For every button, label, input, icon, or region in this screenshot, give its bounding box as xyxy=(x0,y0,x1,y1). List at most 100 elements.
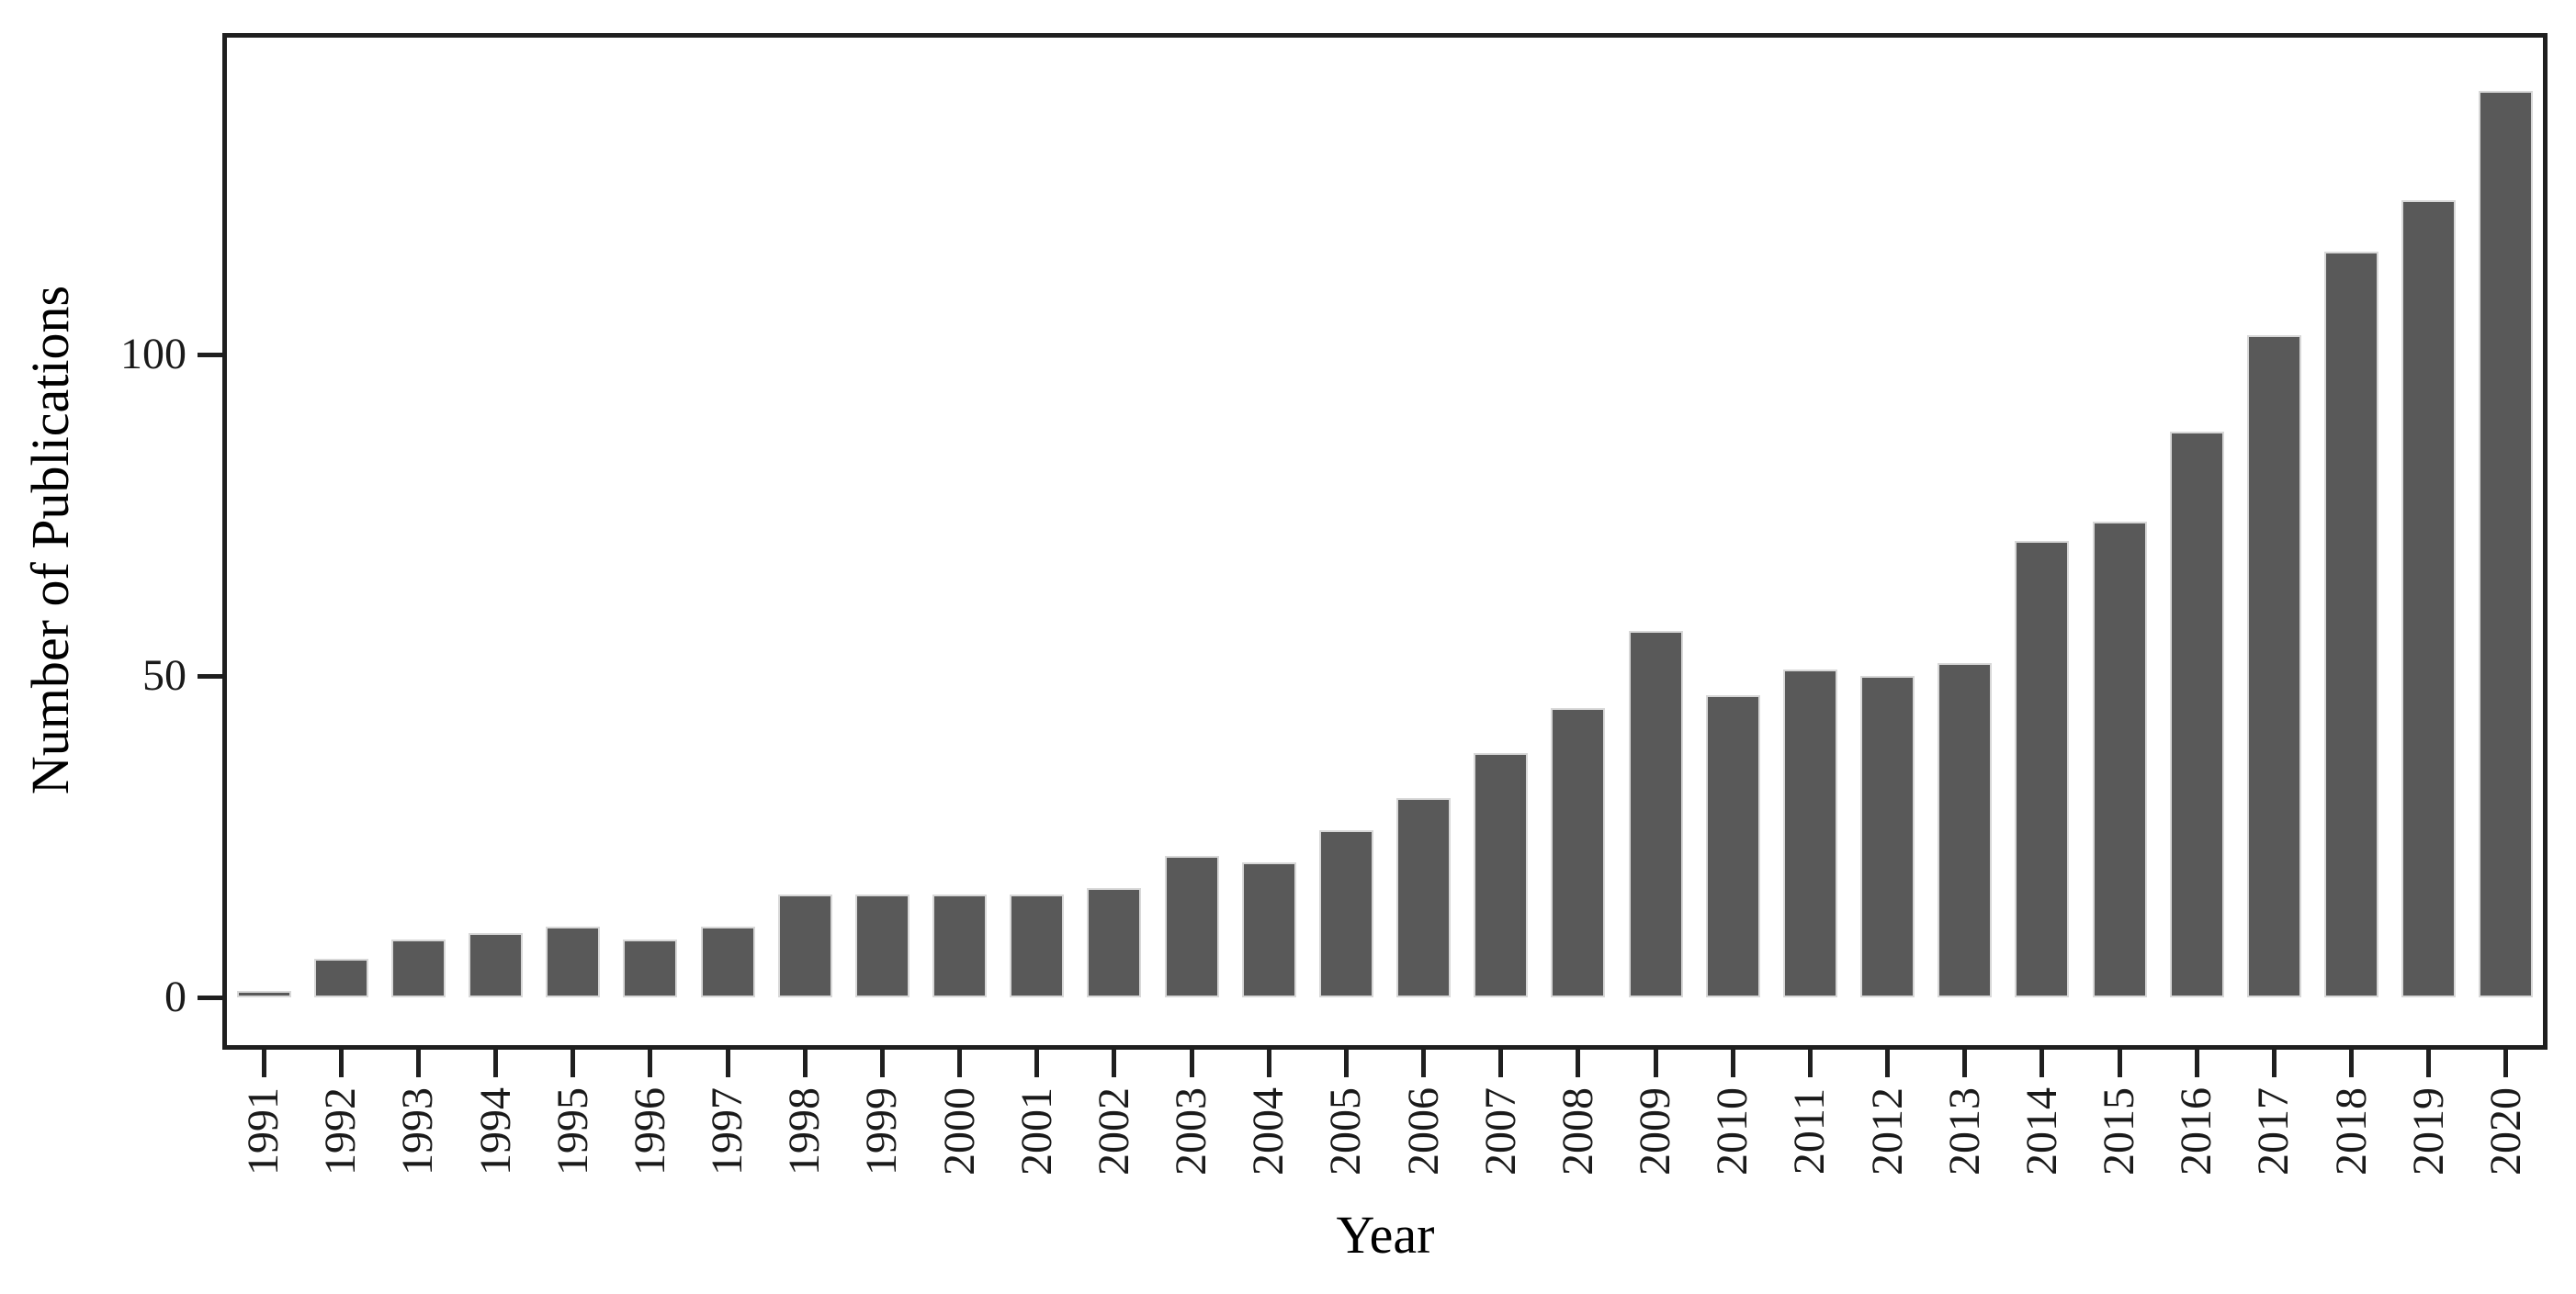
x-tick-label-1998: 1998 xyxy=(780,1087,829,1176)
y-tick-label-100: 100 xyxy=(120,330,186,378)
x-tick xyxy=(1498,1050,1503,1077)
x-tick-label-2020: 2020 xyxy=(2481,1087,2530,1176)
x-tick xyxy=(2195,1050,2199,1077)
y-tick-label-0: 0 xyxy=(164,973,186,1021)
bar-1991 xyxy=(237,991,291,997)
x-tick-label-1996: 1996 xyxy=(626,1087,674,1176)
x-tick-label-1995: 1995 xyxy=(548,1087,597,1176)
bar-2014 xyxy=(2015,541,2069,997)
x-tick-label-2016: 2016 xyxy=(2172,1087,2220,1176)
x-tick-label-2000: 2000 xyxy=(935,1087,984,1176)
x-tick xyxy=(1344,1050,1349,1077)
bar-2015 xyxy=(2093,522,2147,997)
bar-2005 xyxy=(1319,830,1373,997)
x-tick-label-2004: 2004 xyxy=(1244,1087,1293,1176)
x-tick xyxy=(803,1050,808,1077)
y-tick xyxy=(198,674,225,679)
bar-1999 xyxy=(855,895,910,997)
x-tick xyxy=(2118,1050,2122,1077)
bar-2001 xyxy=(1010,895,1064,997)
x-tick-label-2006: 2006 xyxy=(1399,1087,1448,1176)
bar-2006 xyxy=(1396,798,1451,997)
x-tick-label-1991: 1991 xyxy=(239,1087,288,1176)
bar-1996 xyxy=(623,940,677,997)
x-tick-label-2017: 2017 xyxy=(2249,1087,2298,1176)
bar-2020 xyxy=(2479,91,2533,997)
x-tick-label-1997: 1997 xyxy=(703,1087,751,1176)
bar-2002 xyxy=(1087,888,1141,997)
x-tick-label-2002: 2002 xyxy=(1090,1087,1138,1176)
x-tick-label-2014: 2014 xyxy=(2017,1087,2066,1176)
x-tick-label-2019: 2019 xyxy=(2404,1087,2453,1176)
x-tick-label-2008: 2008 xyxy=(1554,1087,1602,1176)
x-tick xyxy=(339,1050,344,1077)
x-tick xyxy=(1962,1050,1967,1077)
x-tick-label-2010: 2010 xyxy=(1708,1087,1757,1176)
x-tick-label-1993: 1993 xyxy=(393,1087,442,1176)
x-tick-label-1994: 1994 xyxy=(471,1087,520,1176)
x-tick xyxy=(880,1050,885,1077)
x-tick-label-2007: 2007 xyxy=(1476,1087,1525,1176)
bar-2011 xyxy=(1783,670,1837,997)
x-tick xyxy=(1576,1050,1580,1077)
bar-2008 xyxy=(1551,708,1605,997)
x-tick-label-2012: 2012 xyxy=(1863,1087,1912,1176)
y-tick xyxy=(198,353,225,357)
x-tick xyxy=(957,1050,962,1077)
y-tick-label-50: 50 xyxy=(142,651,186,700)
bar-2010 xyxy=(1706,695,1760,997)
x-tick xyxy=(1654,1050,1658,1077)
x-tick xyxy=(1034,1050,1039,1077)
x-tick-label-2011: 2011 xyxy=(1785,1087,1834,1176)
bar-2000 xyxy=(932,895,987,997)
bar-2017 xyxy=(2247,335,2301,997)
x-tick-label-2009: 2009 xyxy=(1631,1087,1679,1176)
x-tick-label-2001: 2001 xyxy=(1012,1087,1061,1176)
x-tick xyxy=(2039,1050,2044,1077)
x-tick xyxy=(1190,1050,1194,1077)
bar-1994 xyxy=(469,933,523,997)
x-tick-label-2005: 2005 xyxy=(1321,1087,1370,1176)
bar-2009 xyxy=(1629,631,1683,997)
x-axis-title: Year xyxy=(1336,1205,1435,1265)
x-tick xyxy=(493,1050,498,1077)
x-tick xyxy=(416,1050,421,1077)
bar-2004 xyxy=(1242,862,1296,997)
x-tick xyxy=(2349,1050,2354,1077)
x-tick-label-1992: 1992 xyxy=(316,1087,365,1176)
x-tick xyxy=(1421,1050,1426,1077)
x-tick xyxy=(2503,1050,2508,1077)
x-tick xyxy=(571,1050,575,1077)
bar-1993 xyxy=(391,940,446,997)
x-tick xyxy=(1267,1050,1271,1077)
x-tick xyxy=(1731,1050,1735,1077)
x-tick xyxy=(262,1050,266,1077)
bar-1997 xyxy=(701,927,755,997)
x-tick xyxy=(1885,1050,1890,1077)
bar-2013 xyxy=(1938,663,1992,997)
x-tick-label-1999: 1999 xyxy=(857,1087,906,1176)
bar-2007 xyxy=(1474,753,1528,997)
x-tick-label-2003: 2003 xyxy=(1167,1087,1215,1176)
bar-2012 xyxy=(1860,676,1915,997)
x-tick xyxy=(726,1050,730,1077)
y-axis-title: Number of Publications xyxy=(20,285,80,795)
bar-2016 xyxy=(2170,432,2224,997)
bar-1995 xyxy=(546,927,600,997)
bar-2019 xyxy=(2401,200,2456,997)
x-tick xyxy=(2272,1050,2277,1077)
x-tick xyxy=(648,1050,652,1077)
x-tick-label-2013: 2013 xyxy=(1940,1087,1989,1176)
bar-2018 xyxy=(2324,252,2378,997)
x-tick xyxy=(1112,1050,1116,1077)
x-tick xyxy=(1808,1050,1813,1077)
bar-1992 xyxy=(314,959,368,997)
plot-panel-border xyxy=(222,33,2548,1050)
y-tick xyxy=(198,996,225,1000)
bar-2003 xyxy=(1165,856,1219,997)
x-tick xyxy=(2426,1050,2431,1077)
bar-1998 xyxy=(778,895,832,997)
x-tick-label-2018: 2018 xyxy=(2327,1087,2376,1176)
x-tick-label-2015: 2015 xyxy=(2095,1087,2143,1176)
